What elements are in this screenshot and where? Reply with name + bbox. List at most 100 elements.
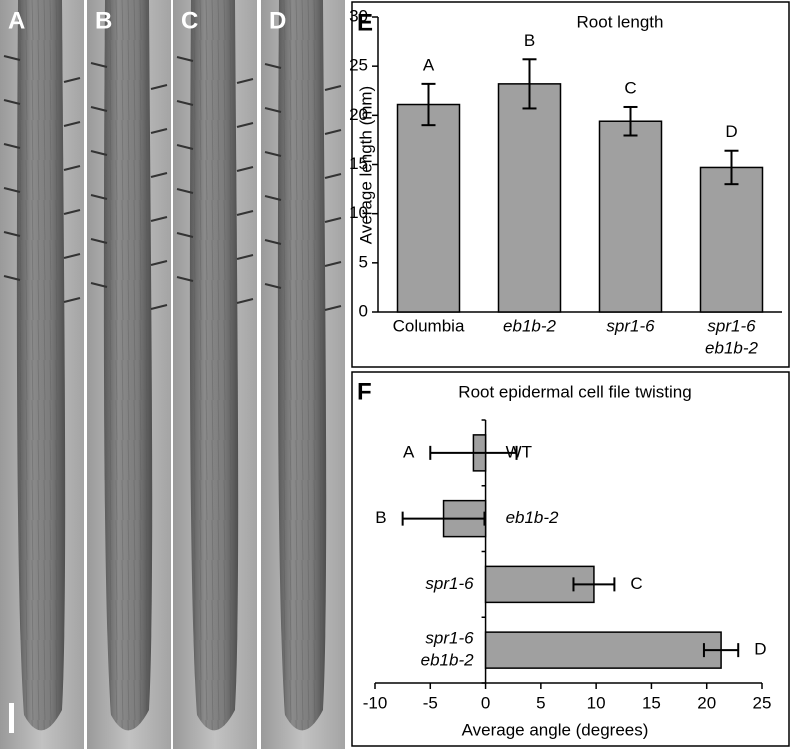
- root-hair: [324, 129, 342, 135]
- root-hair: [3, 275, 21, 281]
- y-tick-label: 30: [349, 6, 368, 25]
- category-label: eb1b-2: [506, 508, 559, 527]
- root-hair: [236, 210, 254, 216]
- x-tick-label: -5: [423, 693, 438, 712]
- bar: [497, 83, 562, 313]
- scale-bar: [9, 703, 14, 733]
- root-hair: [264, 63, 282, 69]
- category-label: WT: [506, 442, 532, 461]
- root-hair: [150, 84, 168, 90]
- annotation: C: [630, 574, 642, 593]
- root-hair: [150, 304, 168, 310]
- image-label: B: [95, 7, 112, 34]
- root-hair: [3, 55, 21, 61]
- root-hair: [236, 166, 254, 172]
- y-axis-title: Average length (mm): [356, 86, 375, 244]
- category-label: eb1b-2: [503, 316, 556, 335]
- category-label: spr1-6: [425, 574, 474, 593]
- root-hair: [324, 305, 342, 311]
- x-tick-label: 25: [753, 693, 772, 712]
- root-hair: [90, 106, 108, 112]
- category-label: Columbia: [393, 316, 465, 335]
- bar: [396, 103, 461, 313]
- x-tick-label: 5: [536, 693, 545, 712]
- root-hair: [176, 188, 194, 194]
- root-texture: [277, 0, 327, 731]
- image-label: D: [269, 7, 286, 34]
- y-tick-label: 25: [349, 56, 368, 75]
- category-label: spr1-6: [425, 629, 474, 648]
- x-tick-label: 15: [642, 693, 661, 712]
- root-hair: [236, 254, 254, 260]
- x-tick-label: 20: [697, 693, 716, 712]
- chart-title: Root epidermal cell file twisting: [458, 382, 691, 401]
- root-hair: [324, 261, 342, 267]
- bar: [484, 631, 722, 669]
- root-hair: [63, 121, 81, 127]
- root-hair: [236, 78, 254, 84]
- root-texture: [103, 0, 153, 731]
- charts: E Root length Average length (mm) 0 5 10 15 20 2…: [349, 6, 782, 739]
- root-hair: [150, 216, 168, 222]
- root-texture: [189, 0, 239, 731]
- root-texture: [16, 0, 66, 731]
- panel-letter: E: [357, 9, 373, 36]
- root-hair: [150, 172, 168, 178]
- root-hair: [176, 276, 194, 282]
- annotation: D: [725, 122, 737, 141]
- root-hair: [90, 150, 108, 156]
- panel-frame: [351, 1, 790, 368]
- category-label: spr1-6: [707, 316, 756, 335]
- annotation: D: [754, 640, 766, 659]
- y-tick-label: 15: [349, 154, 368, 173]
- root-hair: [150, 260, 168, 266]
- root-hair: [236, 298, 254, 304]
- panel-frame: [351, 371, 790, 747]
- y-tick-label: 0: [359, 301, 368, 320]
- root-hair: [324, 173, 342, 179]
- y-tick-label: 20: [349, 105, 368, 124]
- root-hair: [176, 232, 194, 238]
- root-hair: [150, 128, 168, 134]
- y-tick-label: 5: [359, 252, 368, 271]
- root-hair: [264, 151, 282, 157]
- category-label: spr1-6: [606, 316, 655, 335]
- root-hair: [90, 282, 108, 288]
- root-hair: [324, 85, 342, 91]
- root-hair: [3, 187, 21, 193]
- root-hair: [63, 165, 81, 171]
- root-hair: [264, 283, 282, 289]
- bar: [598, 120, 663, 313]
- root-hair: [264, 107, 282, 113]
- root-hair: [90, 238, 108, 244]
- annotation: B: [524, 31, 535, 50]
- annotation: A: [403, 442, 415, 461]
- root-hair: [236, 122, 254, 128]
- x-tick-label: 0: [481, 693, 490, 712]
- root-hair: [324, 217, 342, 223]
- x-tick-label: -10: [363, 693, 388, 712]
- annotation: C: [624, 78, 636, 97]
- annotation: B: [375, 508, 386, 527]
- x-axis-title: Average angle (degrees): [462, 720, 649, 739]
- root-hair: [63, 253, 81, 259]
- root-hair: [90, 62, 108, 68]
- root-hair: [176, 100, 194, 106]
- root-hair: [63, 77, 81, 83]
- root-hair: [264, 239, 282, 245]
- x-tick-label: 10: [587, 693, 606, 712]
- root-hair: [3, 231, 21, 237]
- image-label: C: [181, 7, 198, 34]
- micrographs: A B C D: [0, 0, 345, 749]
- root-hair: [264, 195, 282, 201]
- root-hair: [63, 209, 81, 215]
- panel-letter: F: [357, 378, 372, 405]
- chart-title: Root length: [577, 12, 664, 31]
- category-label: eb1b-2: [421, 651, 474, 670]
- root-hair: [176, 144, 194, 150]
- image-label: A: [8, 7, 25, 34]
- annotation: A: [423, 55, 435, 74]
- root-hair: [176, 56, 194, 62]
- y-tick-label: 10: [349, 203, 368, 222]
